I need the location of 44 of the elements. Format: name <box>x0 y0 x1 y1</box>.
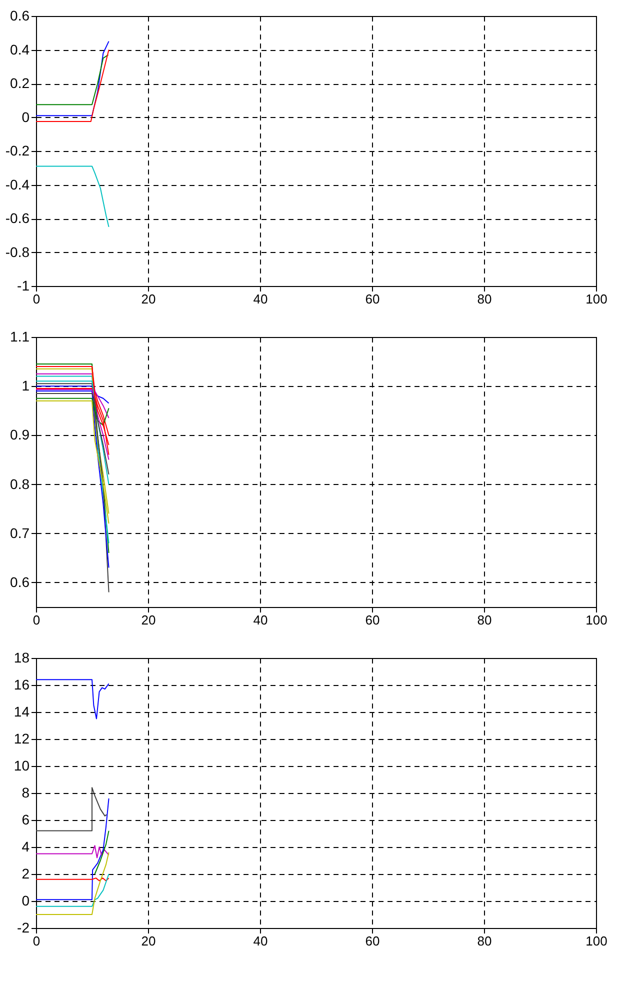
x-tick-label: 40 <box>253 612 268 628</box>
x-tick-label: 40 <box>253 934 268 948</box>
x-tick-label: 80 <box>477 612 492 628</box>
y-tick-label: -0.4 <box>5 176 30 192</box>
x-tick-label: 60 <box>365 292 380 306</box>
y-tick-label: 0.2 <box>10 75 30 91</box>
x-tick-label: 100 <box>586 934 608 948</box>
y-tick-label: -0.8 <box>5 244 30 260</box>
y-tick-label: 2 <box>22 866 30 882</box>
x-tick-label: 80 <box>477 934 492 948</box>
y-tick-label: 18 <box>14 650 30 666</box>
x-tick-label: 20 <box>141 292 156 306</box>
x-tick-label: 20 <box>141 612 156 628</box>
y-tick-label: 0.6 <box>10 8 30 24</box>
x-tick-label: 60 <box>365 612 380 628</box>
y-tick-label: 1 <box>22 378 30 394</box>
y-tick-label: 1.1 <box>10 328 30 344</box>
y-tick-label: 0.9 <box>10 426 30 443</box>
x-tick-label: 80 <box>477 292 492 306</box>
x-tick-label: 0 <box>32 934 40 948</box>
y-tick-label: 14 <box>14 704 30 720</box>
y-tick-label: 6 <box>22 812 30 828</box>
x-tick-label: 40 <box>253 292 268 306</box>
y-tick-label: 0.6 <box>10 574 30 590</box>
y-tick-label: 10 <box>14 758 30 774</box>
y-tick-label: -0.6 <box>5 210 30 226</box>
y-tick-label: 8 <box>22 784 30 800</box>
y-tick-label: -2 <box>17 920 30 936</box>
x-tick-label: 0 <box>32 292 40 306</box>
y-tick-label: 4 <box>22 838 30 854</box>
x-tick-label: 0 <box>32 612 40 628</box>
y-tick-label: 0.8 <box>10 476 30 492</box>
y-tick-label: 12 <box>14 730 30 746</box>
y-tick-label: 16 <box>14 676 30 692</box>
x-tick-label: 60 <box>365 934 380 948</box>
y-tick-label: 0.4 <box>10 41 30 58</box>
y-tick-label: 0.7 <box>10 524 30 541</box>
x-tick-label: 20 <box>141 934 156 948</box>
y-tick-label: -1 <box>17 278 30 294</box>
y-tick-label: -0.2 <box>5 142 30 158</box>
y-tick-label: 0 <box>22 108 30 125</box>
x-tick-label: 100 <box>586 292 608 306</box>
y-tick-label: 0 <box>22 892 30 908</box>
x-tick-label: 100 <box>586 612 608 628</box>
